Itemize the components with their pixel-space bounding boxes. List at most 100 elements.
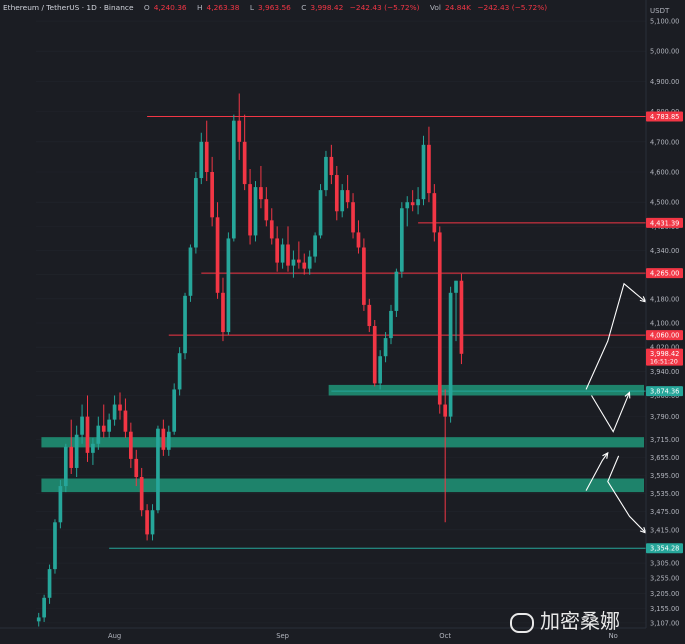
price-tick-label: 4,100.00 [650, 320, 679, 328]
price-tick-label: 4,020.00 [650, 344, 679, 352]
candle-body [69, 446, 74, 468]
candle-body [454, 280, 458, 293]
price-tick-label: 3,415.00 [650, 526, 679, 534]
candle-body [448, 292, 453, 417]
price-tick-label: 3,790.00 [650, 413, 679, 421]
candle-body [204, 141, 209, 173]
candle-body [269, 220, 274, 239]
candles [36, 93, 464, 627]
candle-body [47, 569, 52, 598]
watermark-text: 加密桑娜 [540, 609, 620, 633]
candle [36, 612, 41, 627]
candle [443, 389, 448, 523]
candle [291, 250, 296, 278]
price-tick-label: 3,655.00 [650, 454, 679, 462]
candle-body [129, 431, 133, 459]
candle [58, 480, 63, 529]
candle-body [291, 259, 296, 266]
projection-arrows [585, 282, 647, 534]
price-tick-label: 3,475.00 [650, 508, 679, 516]
price-label-text: 3,354.28 [650, 545, 679, 553]
candle-body [58, 486, 63, 523]
price-label-resistance: 4,431.39 [646, 217, 683, 228]
high-value: 4,263.38 [206, 3, 240, 12]
candle-body [324, 156, 328, 191]
candle [161, 419, 166, 456]
candle-body [53, 522, 57, 570]
candle-body [242, 141, 247, 185]
time-tick-label: No [609, 632, 618, 640]
candle [259, 165, 263, 209]
candle [156, 425, 160, 514]
candle-body [248, 184, 252, 236]
candle-body [356, 232, 361, 248]
volume-label: Vol [429, 3, 441, 12]
candle [324, 150, 328, 197]
price-label-resistance: 4,265.00 [646, 268, 683, 279]
legend-header: Ethereum / TetherUS · 1D · Binance O 4,24… [3, 3, 547, 12]
candle [85, 395, 90, 462]
price-tick-label: 3,715.00 [650, 436, 679, 444]
candle-body [177, 353, 182, 390]
candle [101, 404, 106, 438]
price-label-text: 4,783.85 [650, 113, 679, 121]
candle-body [101, 425, 106, 432]
candle-body [107, 419, 112, 432]
price-label-text: 3,874.36 [650, 388, 679, 396]
price-label-box [646, 111, 683, 122]
symbol-title[interactable]: Ethereum / TetherUS · 1D · Binance [3, 3, 134, 12]
candle [454, 280, 458, 342]
candle [80, 404, 84, 444]
price-tick-label: 4,700.00 [650, 138, 679, 146]
projection-path [607, 455, 647, 534]
candle-body [286, 244, 290, 266]
price-tick-label: 4,180.00 [650, 295, 679, 303]
change-value: −242.43 (−5.72%) [349, 3, 420, 12]
candle [432, 184, 437, 242]
candle-body [134, 458, 139, 478]
candle-body [253, 187, 258, 236]
candle-body [307, 256, 312, 269]
candle-body [145, 510, 149, 535]
support-zone [41, 478, 645, 493]
candle [437, 226, 442, 414]
candle [91, 437, 95, 465]
candle [107, 413, 112, 438]
price-tick-label: 3,305.00 [650, 560, 679, 568]
price-tick-label: 4,500.00 [650, 199, 679, 207]
candle [362, 238, 366, 311]
close-value: 3,998.42 [310, 3, 344, 12]
candle-body [329, 156, 334, 176]
candle [242, 114, 247, 191]
price-tick-label: 3,155.00 [650, 605, 679, 613]
candle [340, 184, 345, 218]
candle-body [215, 217, 220, 293]
candle [96, 416, 101, 450]
candle-body [188, 247, 193, 296]
candle-body [237, 120, 242, 142]
price-tick-label: 5,100.00 [650, 18, 679, 26]
candle [313, 232, 317, 263]
candle-body [394, 271, 399, 311]
candle [194, 172, 198, 254]
time-tick-label: Sep [276, 632, 289, 640]
candle [297, 241, 301, 269]
open-label: O [143, 3, 150, 12]
candle-body [96, 425, 101, 444]
candle [356, 220, 361, 254]
candle-body [118, 404, 122, 411]
price-label-support: 3,874.36 [646, 386, 683, 397]
price-label-box [646, 386, 683, 397]
price-tick-label: 3,595.00 [650, 472, 679, 480]
candle [221, 277, 225, 342]
candle-body [362, 247, 366, 305]
candle-body [459, 280, 464, 354]
low-label: L [249, 3, 254, 12]
watermark: 加密桑娜 [510, 605, 620, 634]
candle [42, 594, 46, 622]
candle [47, 564, 52, 604]
candle [145, 504, 149, 541]
candle [275, 226, 280, 272]
